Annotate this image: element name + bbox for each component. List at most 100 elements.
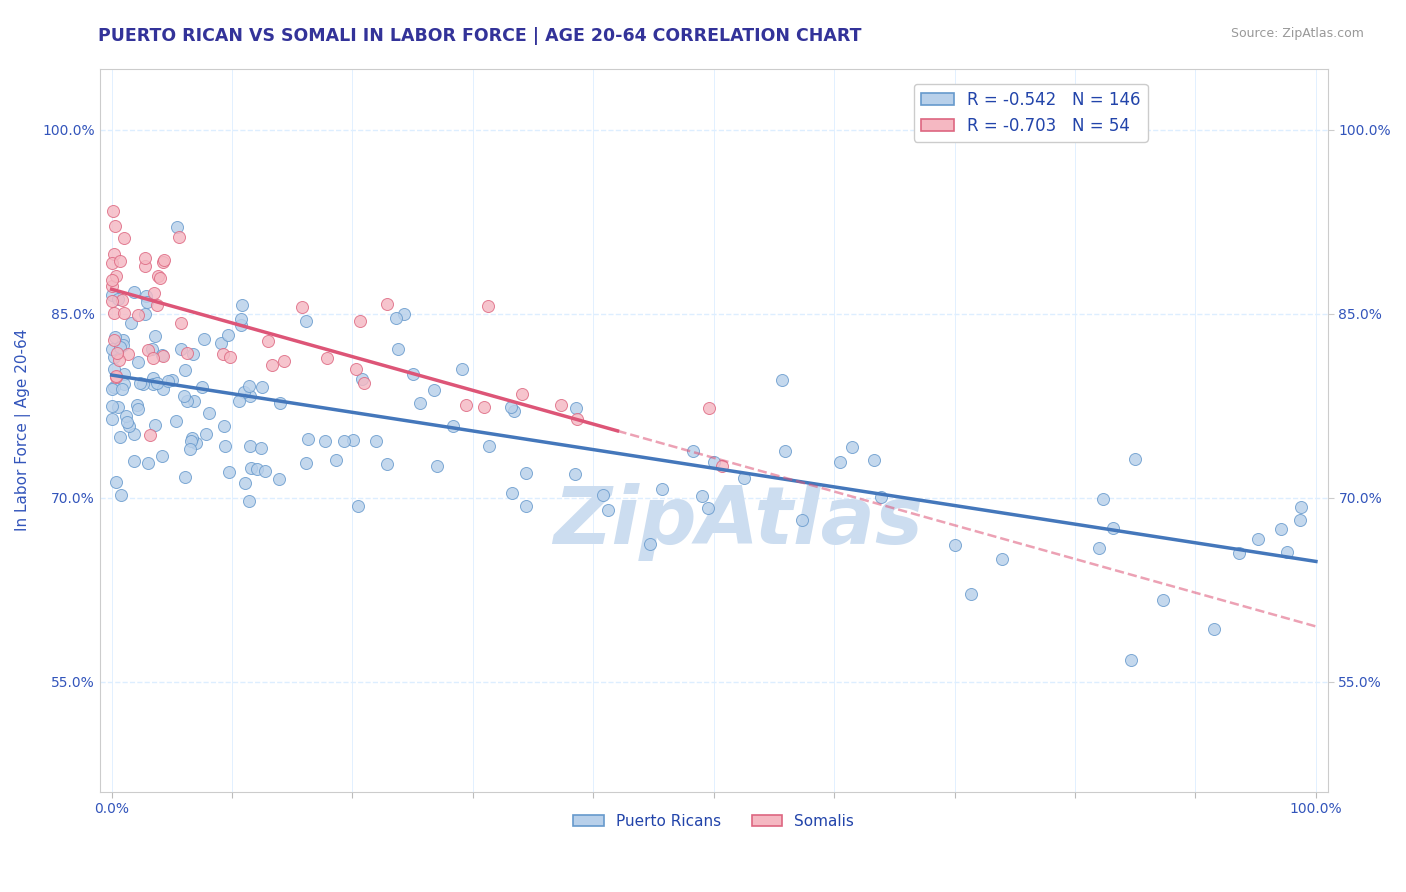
Point: [291, 300, 314, 314]
Point: [108, 430, 131, 444]
Point: [239, 439, 262, 453]
Point: [1275, 545, 1298, 559]
Point: [105, 346, 128, 360]
Point: [991, 552, 1014, 566]
Point: [173, 389, 195, 403]
Point: [173, 363, 195, 377]
Point: [209, 335, 232, 350]
Point: [503, 404, 526, 418]
Point: [101, 279, 124, 293]
Point: [249, 442, 271, 456]
Point: [135, 288, 157, 302]
Point: [510, 387, 533, 401]
Point: [149, 270, 172, 285]
Point: [295, 314, 318, 328]
Point: [564, 467, 586, 482]
Point: [127, 355, 149, 369]
Point: [219, 350, 242, 364]
Point: [422, 384, 444, 398]
Point: [104, 268, 127, 283]
Point: [515, 467, 537, 481]
Point: [107, 400, 129, 414]
Point: [152, 254, 174, 268]
Point: [136, 295, 159, 310]
Point: [1102, 520, 1125, 534]
Point: [426, 459, 449, 474]
Point: [127, 308, 149, 322]
Y-axis label: In Labor Force | Age 20-64: In Labor Force | Age 20-64: [15, 329, 31, 532]
Point: [352, 371, 374, 385]
Point: [697, 501, 720, 516]
Point: [790, 513, 813, 527]
Point: [1152, 593, 1174, 607]
Point: [165, 414, 187, 428]
Point: [107, 352, 129, 367]
Point: [150, 348, 173, 362]
Point: [169, 317, 191, 331]
Point: [145, 417, 167, 432]
Point: [108, 340, 131, 354]
Point: [146, 298, 169, 312]
Point: [1088, 541, 1111, 555]
Point: [100, 288, 122, 302]
Point: [1091, 492, 1114, 507]
Point: [198, 406, 221, 420]
Point: [105, 370, 128, 384]
Point: [409, 396, 432, 410]
Legend: Puerto Ricans, Somalis: Puerto Ricans, Somalis: [567, 808, 860, 835]
Point: [501, 401, 523, 415]
Point: [103, 306, 125, 320]
Point: [195, 427, 218, 442]
Point: [402, 367, 425, 381]
Point: [186, 435, 208, 450]
Point: [129, 376, 152, 390]
Point: [131, 377, 153, 392]
Point: [1247, 532, 1270, 546]
Point: [454, 398, 477, 412]
Point: [239, 460, 262, 475]
Point: [107, 292, 129, 306]
Point: [136, 456, 159, 470]
Point: [103, 380, 125, 394]
Point: [101, 256, 124, 270]
Point: [267, 472, 290, 486]
Point: [179, 442, 201, 456]
Point: [160, 373, 183, 387]
Text: ZipAtlas: ZipAtlas: [553, 483, 922, 561]
Point: [146, 268, 169, 283]
Point: [238, 494, 260, 508]
Point: [314, 434, 336, 449]
Point: [229, 311, 252, 326]
Point: [233, 384, 256, 399]
Point: [212, 419, 235, 434]
Point: [392, 307, 415, 321]
Point: [173, 470, 195, 484]
Point: [120, 317, 142, 331]
Point: [142, 351, 165, 365]
Point: [181, 347, 204, 361]
Point: [353, 376, 375, 390]
Point: [127, 399, 149, 413]
Point: [477, 299, 499, 313]
Point: [1227, 546, 1250, 560]
Point: [254, 464, 277, 478]
Point: [176, 393, 198, 408]
Point: [828, 455, 851, 469]
Point: [451, 361, 474, 376]
Point: [101, 382, 124, 396]
Point: [122, 426, 145, 441]
Text: Source: ZipAtlas.com: Source: ZipAtlas.com: [1230, 27, 1364, 40]
Point: [143, 329, 166, 343]
Point: [862, 453, 884, 467]
Point: [262, 358, 284, 372]
Point: [103, 246, 125, 260]
Point: [139, 428, 162, 442]
Point: [152, 349, 174, 363]
Point: [770, 374, 793, 388]
Point: [682, 444, 704, 458]
Point: [773, 444, 796, 458]
Point: [315, 351, 337, 366]
Point: [1119, 653, 1142, 667]
Point: [101, 412, 124, 426]
Point: [246, 462, 269, 476]
